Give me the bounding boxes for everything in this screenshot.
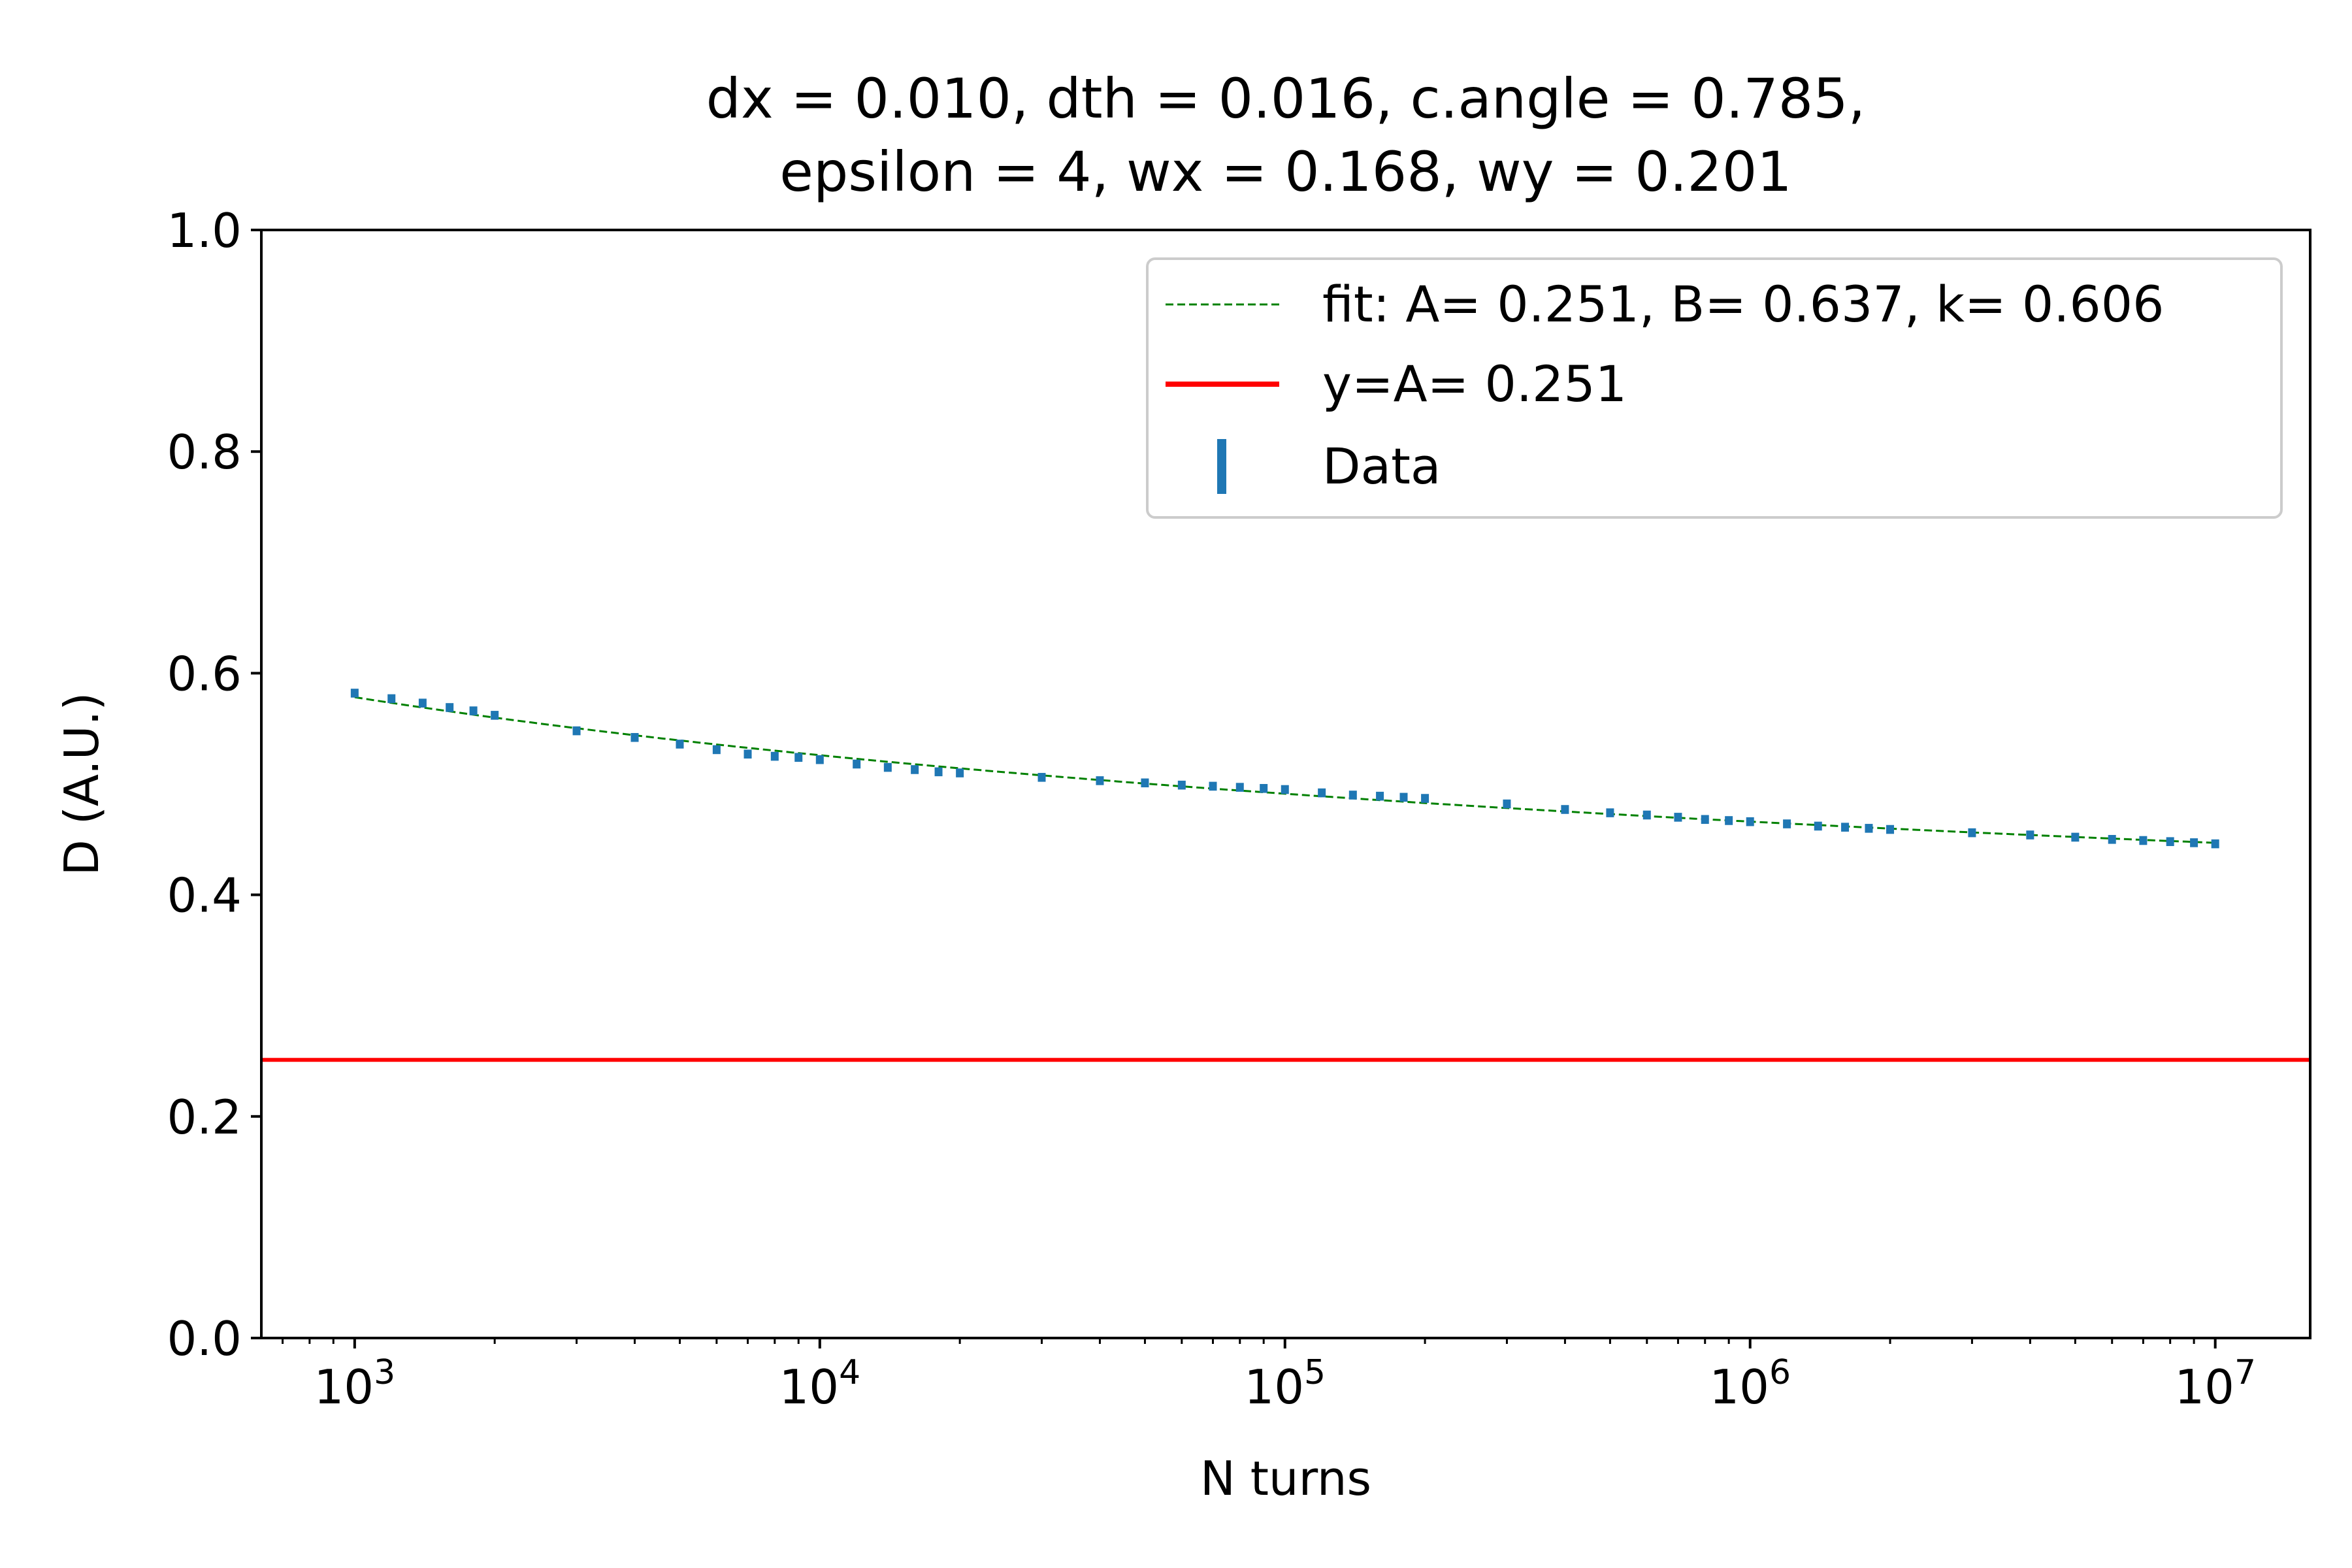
x-tick-label: 106 [1709,1353,1791,1414]
x-tick-label: 103 [314,1353,396,1414]
x-tick-label: 105 [1244,1353,1326,1414]
y-tick-label: 1.0 [167,203,242,258]
legend-box [1146,257,2283,519]
y-tick-label: 0.0 [167,1311,242,1366]
y-axis: 0.0 0.2 0.4 0.6 0.8 1.0 [167,203,261,1366]
y-tick-label: 0.2 [167,1090,242,1145]
y-axis-label: D (A.U.) [54,693,109,876]
legend: fit: A= 0.251, B= 0.637, k= 0.606 y=A= 0… [1146,257,2283,519]
chart-title-line-2: epsilon = 4, wx = 0.168, wy = 0.201 [779,140,1791,204]
x-axis-label: N turns [1200,1451,1371,1506]
legend-fit-label: fit: A= 0.251, B= 0.637, k= 0.606 [1322,275,2164,333]
chart-title: dx = 0.010, dth = 0.016, c.angle = 0.785… [706,67,1866,204]
y-tick-label: 0.6 [167,646,242,701]
legend-data-label: Data [1322,437,1441,495]
y-tick-label: 0.4 [167,868,242,923]
data-marks [350,689,2219,849]
x-axis: 103 104 105 106 107 [282,1338,2256,1414]
legend-hline-label: y=A= 0.251 [1322,355,1627,413]
x-tick-label: 107 [2174,1353,2256,1414]
y-tick-label: 0.8 [167,425,242,480]
chart-title-line-1: dx = 0.010, dth = 0.016, c.angle = 0.785… [706,67,1866,131]
x-tick-label: 104 [779,1353,860,1414]
